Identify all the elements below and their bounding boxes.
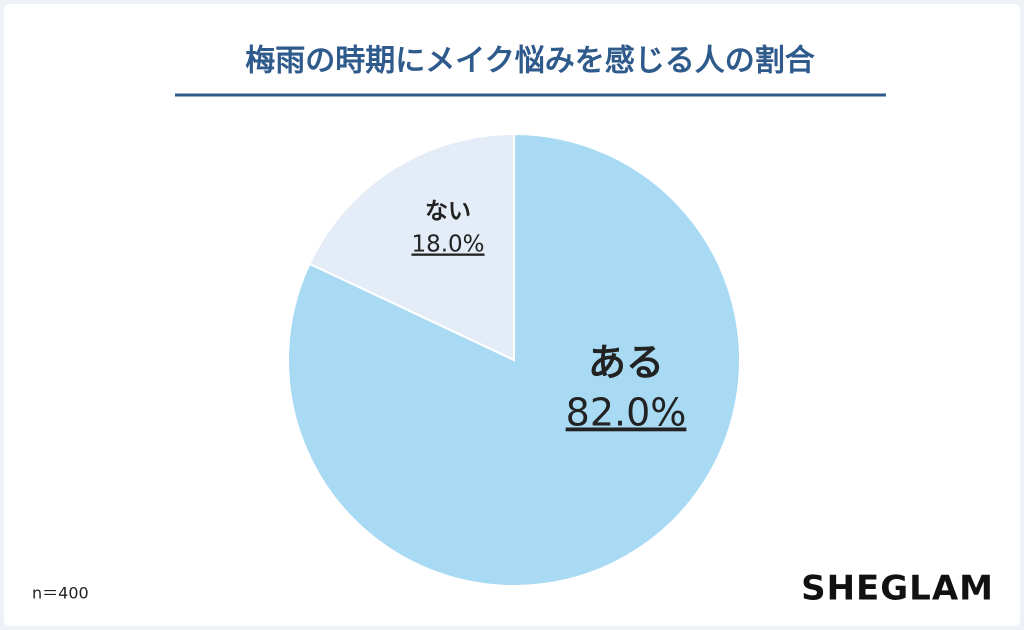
pie-slice [308, 132, 515, 362]
sample-note: n＝400 [32, 584, 89, 603]
slice-value-label: 82.0% [566, 391, 687, 435]
slice-value-label: 18.0% [411, 232, 484, 258]
pie [287, 132, 741, 587]
slice-label: ない [425, 199, 471, 225]
brand-logo: SHEGLAM [801, 569, 994, 609]
pie-slice [287, 132, 741, 587]
chart-title: 梅雨の時期にメイク悩みを感じる人の割合 [245, 44, 814, 79]
slice-label: ある [588, 341, 664, 385]
